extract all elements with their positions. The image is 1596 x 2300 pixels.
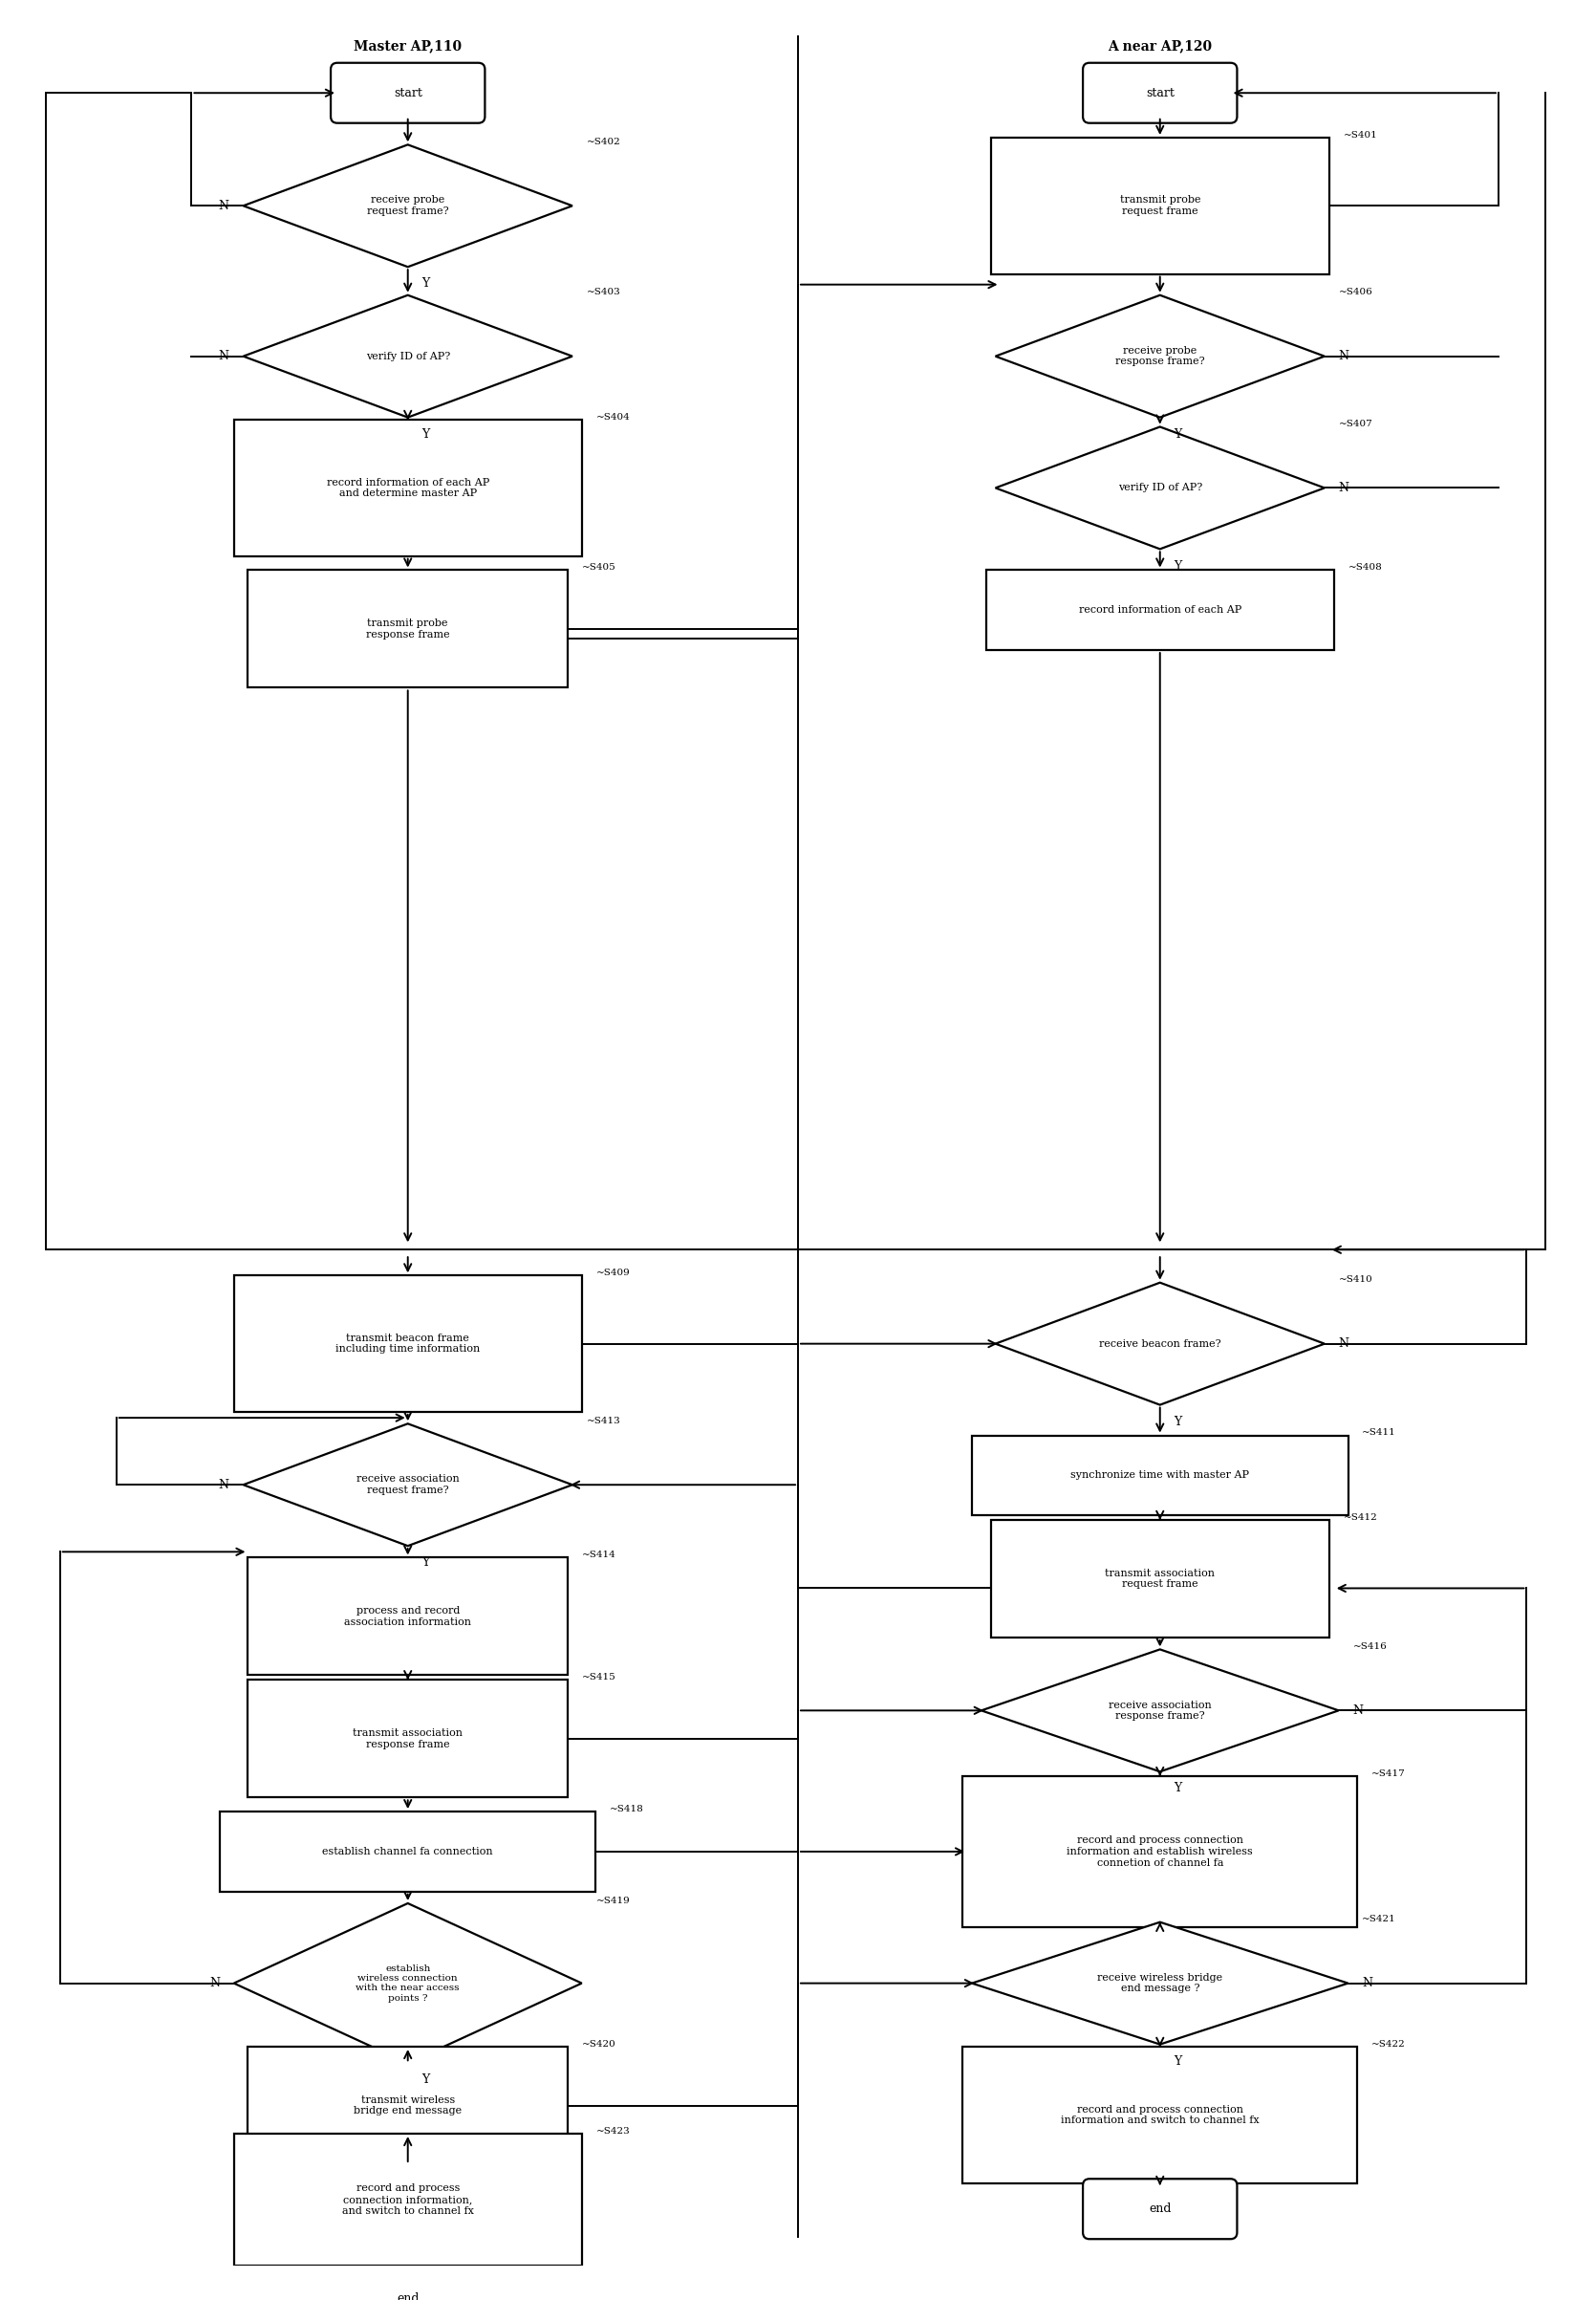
Text: ~S419: ~S419 <box>595 1895 630 1904</box>
Text: Master AP,110: Master AP,110 <box>354 39 461 53</box>
Bar <box>247 1557 568 1674</box>
Text: ~S410: ~S410 <box>1339 1277 1373 1283</box>
Text: N: N <box>1361 1978 1373 1990</box>
Text: ~S403: ~S403 <box>586 288 621 297</box>
Text: ~S418: ~S418 <box>610 1806 645 1812</box>
Text: ~S423: ~S423 <box>595 2128 630 2134</box>
Text: receive wireless bridge
end message ?: receive wireless bridge end message ? <box>1098 1973 1223 1994</box>
Text: receive association
response frame?: receive association response frame? <box>1109 1700 1211 1720</box>
Bar <box>235 2134 583 2266</box>
Polygon shape <box>243 294 573 416</box>
Text: N: N <box>1353 1704 1363 1716</box>
Text: transmit probe
response frame: transmit probe response frame <box>365 619 450 639</box>
Text: ~S411: ~S411 <box>1361 1428 1396 1438</box>
Text: process and record
association information: process and record association informati… <box>345 1605 471 1626</box>
Text: ~S413: ~S413 <box>586 1417 621 1426</box>
Text: record information of each AP
and determine master AP: record information of each AP and determ… <box>327 478 488 499</box>
Text: Y: Y <box>1175 428 1183 442</box>
Text: ~S401: ~S401 <box>1344 131 1377 138</box>
Polygon shape <box>996 428 1325 550</box>
Text: transmit association
request frame: transmit association request frame <box>1104 1569 1215 1589</box>
Text: record and process connection
information and switch to channel fx: record and process connection informatio… <box>1061 2105 1259 2125</box>
Text: synchronize time with master AP: synchronize time with master AP <box>1071 1470 1250 1481</box>
Text: start: start <box>394 87 421 99</box>
Text: ~S420: ~S420 <box>583 2040 616 2049</box>
Text: transmit beacon frame
including time information: transmit beacon frame including time inf… <box>335 1334 480 1355</box>
Polygon shape <box>243 145 573 267</box>
Polygon shape <box>243 1424 573 1546</box>
Polygon shape <box>996 1283 1325 1405</box>
Text: ~S415: ~S415 <box>583 1672 616 1681</box>
Bar <box>972 1435 1349 1516</box>
Bar <box>235 1277 583 1412</box>
Polygon shape <box>972 1923 1349 2045</box>
Text: transmit wireless
bridge end message: transmit wireless bridge end message <box>354 2095 461 2116</box>
Polygon shape <box>982 1649 1339 1771</box>
Text: receive probe
response frame?: receive probe response frame? <box>1116 345 1205 366</box>
Text: ~S422: ~S422 <box>1371 2040 1406 2049</box>
Text: record information of each AP: record information of each AP <box>1079 605 1242 614</box>
Text: record and process connection
information and establish wireless
connetion of ch: record and process connection informatio… <box>1066 1835 1253 1868</box>
FancyBboxPatch shape <box>330 2268 485 2300</box>
Text: ~S406: ~S406 <box>1339 288 1373 297</box>
Text: receive beacon frame?: receive beacon frame? <box>1100 1339 1221 1348</box>
Text: ~S408: ~S408 <box>1349 564 1382 573</box>
Text: end: end <box>1149 2203 1171 2215</box>
Text: ~S417: ~S417 <box>1371 1769 1406 1778</box>
Text: ~S412: ~S412 <box>1344 1513 1377 1523</box>
Text: ~S407: ~S407 <box>1339 419 1373 428</box>
Text: ~S414: ~S414 <box>583 1550 616 1559</box>
Bar <box>247 570 568 688</box>
Bar <box>962 1776 1358 1927</box>
Text: Y: Y <box>421 428 429 442</box>
Text: ~S402: ~S402 <box>586 138 621 147</box>
Polygon shape <box>996 294 1325 416</box>
Text: ~S404: ~S404 <box>595 412 630 421</box>
Text: verify ID of AP?: verify ID of AP? <box>1117 483 1202 492</box>
Text: receive association
request frame?: receive association request frame? <box>356 1474 460 1495</box>
Text: record and process
connection information,
and switch to channel fx: record and process connection informatio… <box>342 2183 474 2215</box>
Text: Y: Y <box>421 278 429 290</box>
Text: A near AP,120: A near AP,120 <box>1108 39 1211 53</box>
Text: verify ID of AP?: verify ID of AP? <box>365 352 450 361</box>
Text: Y: Y <box>1175 1783 1183 1794</box>
Text: start: start <box>1146 87 1175 99</box>
Bar <box>991 1520 1329 1638</box>
Text: establish channel fa connection: establish channel fa connection <box>322 1847 493 1856</box>
Text: transmit probe
request frame: transmit probe request frame <box>1120 196 1200 216</box>
Bar <box>962 2047 1358 2183</box>
Bar <box>991 138 1329 274</box>
Text: ~S416: ~S416 <box>1353 1642 1387 1651</box>
FancyBboxPatch shape <box>1082 62 1237 122</box>
Bar <box>986 570 1334 651</box>
Text: Y: Y <box>1175 559 1183 573</box>
Bar <box>220 1812 595 1891</box>
Text: N: N <box>209 1978 220 1990</box>
Polygon shape <box>235 1904 583 2063</box>
Text: ~S409: ~S409 <box>595 1267 630 1277</box>
Text: Y: Y <box>1175 2056 1183 2068</box>
Text: Y: Y <box>421 2075 429 2086</box>
Text: end: end <box>396 2293 420 2300</box>
Bar <box>247 1679 568 1799</box>
Text: ~S421: ~S421 <box>1361 1916 1396 1923</box>
FancyBboxPatch shape <box>330 62 485 122</box>
Text: N: N <box>1339 1339 1349 1350</box>
Text: Y: Y <box>1175 1415 1183 1428</box>
Text: N: N <box>219 1479 230 1490</box>
Text: receive probe
request frame?: receive probe request frame? <box>367 196 448 216</box>
Bar <box>247 2047 568 2164</box>
Text: ~S405: ~S405 <box>583 564 616 573</box>
Text: transmit association
response frame: transmit association response frame <box>353 1727 463 1748</box>
Text: establish
wireless connection
with the near access
points ?: establish wireless connection with the n… <box>356 1964 460 2003</box>
Text: N: N <box>1339 481 1349 494</box>
Text: Y: Y <box>421 1557 429 1569</box>
Text: N: N <box>1339 350 1349 363</box>
Text: N: N <box>219 350 230 363</box>
Text: N: N <box>219 200 230 212</box>
Bar <box>235 419 583 557</box>
FancyBboxPatch shape <box>1082 2178 1237 2238</box>
